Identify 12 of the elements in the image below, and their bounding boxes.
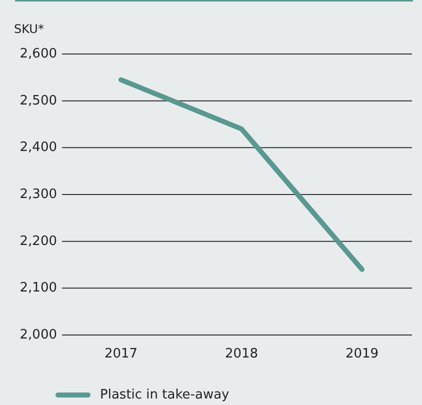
x-tick-label: 2018 — [224, 346, 258, 362]
y-tick-label: 2,600 — [20, 46, 57, 62]
x-tick-label: 2017 — [104, 346, 138, 362]
y-axis-title: SKU* — [14, 22, 44, 36]
y-tick-label: 2,300 — [20, 187, 57, 202]
y-tick-label: 2,500 — [20, 93, 57, 108]
y-tick-label: 2,100 — [20, 280, 57, 296]
y-tick-label: 2,000 — [20, 328, 57, 342]
legend-label: Plastic in take-away — [100, 388, 230, 402]
y-tick-label: 2,400 — [20, 140, 57, 156]
x-tick-label: 2019 — [345, 346, 379, 362]
y-tick-label: 2,200 — [20, 234, 57, 249]
